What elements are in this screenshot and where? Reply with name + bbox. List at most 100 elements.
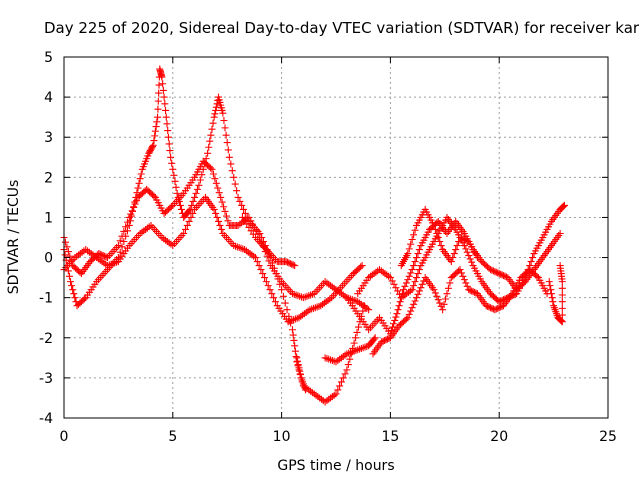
data-point-trail xyxy=(475,292,489,308)
grid-lines xyxy=(64,57,608,418)
data-point-trail xyxy=(457,269,471,290)
data-point-trail xyxy=(116,218,131,245)
data-point-trail xyxy=(211,96,222,118)
y-tick-label: 1 xyxy=(44,210,53,226)
data-point xyxy=(278,286,286,294)
y-axis-label: SDTVAR / TECUs xyxy=(6,180,22,295)
data-point xyxy=(456,234,464,241)
data-point-trail xyxy=(334,370,349,394)
data-point xyxy=(358,262,366,270)
data-point-trail xyxy=(218,198,232,225)
data-point-trail xyxy=(279,292,295,327)
data-point-trail xyxy=(227,160,241,195)
data-point xyxy=(343,366,351,374)
data-point-trail xyxy=(319,295,334,308)
data-point-trail xyxy=(62,256,77,272)
data-point xyxy=(302,386,310,394)
data-point-trail xyxy=(557,202,568,213)
satellite-track-k xyxy=(545,262,566,326)
data-point-trail xyxy=(370,340,384,356)
data-point xyxy=(125,221,133,229)
data-point xyxy=(114,242,122,250)
data-point-trail xyxy=(471,264,484,283)
data-point-trail xyxy=(75,295,88,308)
data-point-trail xyxy=(290,290,306,301)
data-point-trail xyxy=(540,244,554,260)
data-point xyxy=(195,181,203,189)
data-point xyxy=(210,113,218,121)
data-point-trail xyxy=(398,252,411,268)
data-point-trail xyxy=(220,117,232,154)
data-point-trail xyxy=(549,231,563,248)
data-point-trail xyxy=(159,80,170,114)
data-point-trail xyxy=(401,269,415,290)
data-point-trail xyxy=(550,304,561,320)
data-point-trail xyxy=(253,258,269,282)
data-point-trail xyxy=(555,314,566,325)
data-point-trail xyxy=(397,315,410,328)
data-points xyxy=(60,65,568,406)
data-point xyxy=(158,73,166,81)
data-point-trail xyxy=(79,260,93,276)
data-point xyxy=(282,258,290,266)
data-point-trail xyxy=(163,120,174,155)
data-point-trail xyxy=(410,246,423,270)
data-point-trail xyxy=(527,267,541,280)
data-point-trail xyxy=(510,276,524,295)
y-tick-label: -4 xyxy=(39,411,53,427)
data-point-trail xyxy=(221,231,236,248)
data-point xyxy=(556,229,564,237)
data-point-trail xyxy=(94,268,110,284)
data-point-trail xyxy=(116,244,131,263)
data-point-trail xyxy=(146,143,156,156)
data-point-trail xyxy=(457,234,471,245)
data-point-trail xyxy=(356,276,371,295)
data-point xyxy=(371,334,379,342)
data-point xyxy=(204,149,212,157)
data-point xyxy=(486,266,494,274)
y-tick-label: 2 xyxy=(44,170,53,186)
data-point-trail xyxy=(162,203,175,216)
chart-title: Day 225 of 2020, Sidereal Day-to-day VTE… xyxy=(44,19,640,37)
data-point xyxy=(67,278,75,286)
data-point-trail xyxy=(540,220,554,239)
satellite-track-c xyxy=(60,193,366,326)
data-point-trail xyxy=(205,119,217,151)
data-point-trail xyxy=(68,282,80,306)
x-tick-label: 25 xyxy=(599,429,617,445)
data-point xyxy=(460,242,468,250)
data-point xyxy=(495,270,503,278)
data-point-trail xyxy=(366,316,382,332)
y-tick-label: 5 xyxy=(44,50,53,66)
data-point-trail xyxy=(201,159,215,172)
y-tick-label: 0 xyxy=(44,251,53,267)
data-point xyxy=(473,254,481,262)
data-point-trail xyxy=(418,228,432,247)
data-point-trail xyxy=(345,346,360,357)
data-point-trail xyxy=(188,185,201,209)
data-point xyxy=(408,266,416,274)
data-point-trail xyxy=(236,215,251,228)
data-point xyxy=(234,193,242,201)
data-point-trail xyxy=(366,335,378,348)
data-point-trail xyxy=(181,209,197,233)
data-point-trail xyxy=(232,242,247,253)
data-point-trail xyxy=(73,247,88,260)
data-point-trail xyxy=(329,284,345,300)
data-point-trail xyxy=(70,263,84,276)
data-point xyxy=(439,306,447,314)
satellite-track-e xyxy=(293,354,310,394)
satellite-track-i xyxy=(369,266,551,358)
data-point-trail xyxy=(171,231,186,248)
data-point-trail xyxy=(94,255,110,268)
data-point-trail xyxy=(387,313,400,334)
data-point-trail xyxy=(351,263,365,276)
data-point-trail xyxy=(440,248,454,264)
data-point-trail xyxy=(356,342,371,353)
data-point-trail xyxy=(181,207,193,220)
data-point-trail xyxy=(405,297,419,318)
y-tick-label: 4 xyxy=(44,90,53,106)
satellite-track-f xyxy=(321,334,379,366)
satellite-track-d xyxy=(238,213,299,270)
data-point-trail xyxy=(531,256,545,272)
